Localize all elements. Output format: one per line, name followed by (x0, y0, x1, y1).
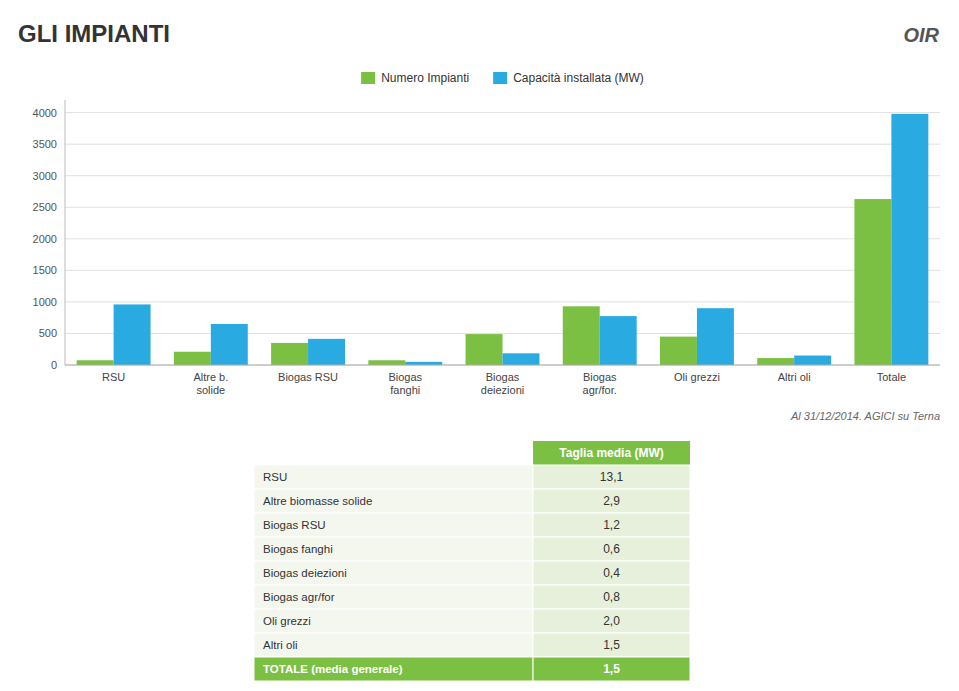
bar (503, 353, 540, 365)
y-tick-label: 3500 (33, 138, 57, 150)
bar (891, 114, 928, 365)
bar (368, 360, 405, 365)
legend-swatch (493, 72, 507, 84)
x-tick-label: Biogasagr/for. (583, 371, 617, 396)
grid-line (65, 207, 940, 208)
table-cell (533, 561, 690, 585)
bar (174, 352, 211, 365)
x-axis-line (65, 365, 940, 366)
table-header: Taglia media (MW) (559, 446, 663, 460)
grid-line (65, 112, 940, 113)
bar (563, 306, 600, 365)
table-cell (254, 561, 533, 585)
x-tick-label: RSU (102, 371, 125, 383)
bar (854, 199, 891, 365)
table-row-label: Biogas deiezioni (263, 567, 347, 579)
grid (65, 113, 940, 365)
grid-line (65, 270, 940, 271)
table-row-label: Biogas RSU (263, 519, 326, 531)
table-value: 2,0 (603, 614, 620, 628)
y-tick-label: 4000 (33, 107, 57, 119)
y-tick-label: 1000 (33, 296, 57, 308)
table-cell (533, 585, 690, 609)
table-row-label: Altri oli (263, 639, 298, 651)
bar (757, 358, 794, 365)
y-tick-label: 3000 (33, 170, 57, 182)
grid-line (65, 144, 940, 145)
table-row-label: TOTALE (media generale) (263, 663, 403, 675)
table-value: 2,9 (603, 494, 620, 508)
bar (660, 337, 697, 365)
table-header-cell (533, 441, 690, 465)
table-cell (533, 513, 690, 537)
grid-line (65, 301, 940, 302)
table-cell (254, 657, 533, 681)
table-cell (533, 537, 690, 561)
legend-label: Numero Impianti (381, 71, 469, 85)
bar (697, 308, 734, 365)
grid-line (65, 238, 940, 239)
table-row-label: Oli grezzi (263, 615, 311, 627)
chart: GLI IMPIANTI OIR 0 500 1000 1500 2000 2500 3000 3… (0, 0, 959, 691)
legend: Numero Impianti Capacità installata (MW) (361, 71, 644, 85)
subtitle: Al 31/12/2014. AGICI su Terna (790, 410, 940, 422)
logo: OIR (903, 24, 939, 46)
bar (114, 304, 151, 365)
table-cell (254, 585, 533, 609)
y-tick-label: 500 (39, 327, 57, 339)
y-tick-label: 0 (51, 359, 57, 371)
x-tick-label: Biogasdeiezioni (481, 371, 524, 396)
table-cell (533, 465, 690, 489)
x-tick-label: Biogasfanghi (388, 371, 422, 396)
x-tick-label: Altri oli (778, 371, 811, 383)
bar (211, 324, 248, 365)
x-tick-label: Oli grezzi (674, 371, 720, 383)
table-row-label: Biogas agr/for (263, 591, 335, 603)
table-value: 1,5 (603, 638, 620, 652)
y-axis-line (65, 100, 66, 365)
table-cell (254, 465, 533, 489)
grid-line (65, 365, 940, 366)
title: GLI IMPIANTI (18, 20, 170, 47)
legend-item: Numero Impianti (361, 71, 469, 85)
bar (466, 334, 503, 365)
table-row-label: RSU (263, 471, 287, 483)
table-cell (254, 633, 533, 657)
x-tick-label: Totale (877, 371, 906, 383)
legend-swatch (361, 72, 375, 84)
table-cell (533, 609, 690, 633)
table-cell (533, 633, 690, 657)
bar (794, 356, 831, 365)
table-value: 13,1 (600, 470, 624, 484)
bars (77, 114, 929, 365)
x-tick-label: Altre b.solide (193, 371, 228, 396)
legend-label: Capacità installata (MW) (513, 71, 644, 85)
grid-line (65, 175, 940, 176)
table-row-label: Biogas fanghi (263, 543, 333, 555)
table-cell (254, 537, 533, 561)
x-tick-label: Biogas RSU (278, 371, 338, 383)
table: Taglia media (MW) RSU 13,1 Altre biomasse s… (254, 441, 690, 681)
bar (600, 316, 637, 365)
bar (308, 339, 345, 365)
y-tick-label: 1500 (33, 264, 57, 276)
y-tick-label: 2500 (33, 201, 57, 213)
table-value: 1,5 (603, 662, 620, 676)
table-cell (254, 609, 533, 633)
table-row-label: Altre biomasse solide (263, 495, 372, 507)
table-cell (254, 489, 533, 513)
table-value: 0,8 (603, 590, 620, 604)
legend-item: Capacità installata (MW) (493, 71, 644, 85)
table-value: 0,6 (603, 542, 620, 556)
table-cell (533, 657, 690, 681)
grid-line (65, 333, 940, 334)
y-tick-label: 2000 (33, 233, 57, 245)
table-cell (533, 489, 690, 513)
table-value: 1,2 (603, 518, 620, 532)
table-cell (254, 513, 533, 537)
bar (271, 343, 308, 365)
bar (77, 360, 114, 365)
table-value: 0,4 (603, 566, 620, 580)
